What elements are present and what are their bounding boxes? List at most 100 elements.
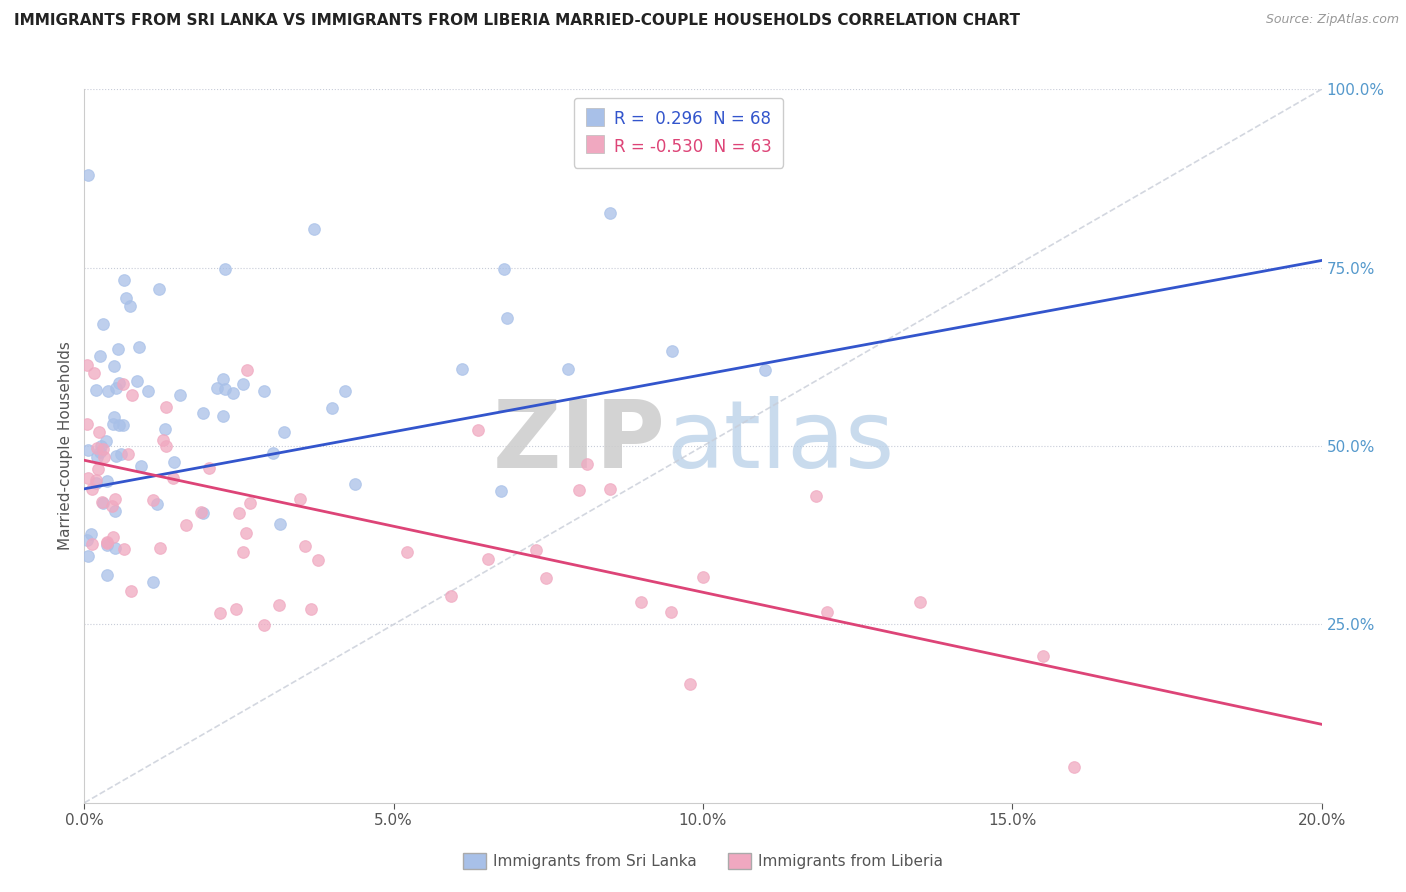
Point <box>127 375 149 389</box>
Point <box>262 446 284 460</box>
Point <box>253 618 276 632</box>
Point <box>155 400 177 414</box>
Point <box>101 499 124 513</box>
Point <box>110 447 132 461</box>
Point <box>1063 760 1085 774</box>
Point <box>120 583 142 598</box>
Point <box>96 538 118 552</box>
Point <box>112 541 135 556</box>
Y-axis label: Married-couple Households: Married-couple Households <box>58 342 73 550</box>
Text: Source: ZipAtlas.com: Source: ZipAtlas.com <box>1265 13 1399 27</box>
Point <box>815 605 838 619</box>
Point <box>83 367 105 381</box>
Point <box>91 496 114 510</box>
Point <box>575 457 598 471</box>
Point <box>77 549 100 564</box>
Point <box>155 439 177 453</box>
Point <box>191 406 214 420</box>
Point <box>76 442 98 457</box>
Point <box>253 384 276 399</box>
Point <box>232 377 254 392</box>
Point <box>222 386 245 401</box>
Legend: R =  0.296  N = 68, R = -0.530  N = 63: R = 0.296 N = 68, R = -0.530 N = 63 <box>574 97 783 168</box>
Point <box>128 340 150 354</box>
Point <box>76 359 98 373</box>
Point <box>104 449 127 463</box>
Point <box>235 363 257 377</box>
Point <box>96 474 118 488</box>
Point <box>568 483 591 498</box>
Point <box>84 475 107 490</box>
Point <box>679 677 702 691</box>
Point <box>212 409 235 423</box>
Point <box>129 458 152 473</box>
Point <box>754 362 776 376</box>
Point <box>91 442 114 456</box>
Point <box>214 262 236 277</box>
Point <box>630 595 652 609</box>
Point <box>121 388 143 402</box>
Point <box>174 518 197 533</box>
Point <box>343 477 366 491</box>
Point <box>299 602 322 616</box>
Text: ZIP: ZIP <box>494 396 666 489</box>
Point <box>89 349 111 363</box>
Point <box>76 471 98 485</box>
Point <box>205 381 228 395</box>
Point <box>190 505 212 519</box>
Text: IMMIGRANTS FROM SRI LANKA VS IMMIGRANTS FROM LIBERIA MARRIED-COUPLE HOUSEHOLDS C: IMMIGRANTS FROM SRI LANKA VS IMMIGRANTS … <box>14 13 1021 29</box>
Point <box>321 401 343 415</box>
Point <box>307 553 329 567</box>
Point <box>659 605 682 619</box>
Point <box>87 425 110 439</box>
Point <box>101 417 124 431</box>
Point <box>599 206 621 220</box>
Point <box>908 595 931 609</box>
Point <box>93 450 115 464</box>
Point <box>557 361 579 376</box>
Point <box>440 589 463 603</box>
Point <box>96 535 118 549</box>
Point <box>146 497 169 511</box>
Point <box>107 342 129 356</box>
Point <box>89 445 111 459</box>
Point <box>148 282 170 296</box>
Point <box>105 381 128 395</box>
Point <box>77 168 100 182</box>
Point <box>496 310 519 325</box>
Point <box>80 482 103 496</box>
Point <box>118 299 141 313</box>
Point <box>149 541 172 555</box>
Point <box>294 539 316 553</box>
Point <box>333 384 356 398</box>
Text: atlas: atlas <box>666 396 894 489</box>
Point <box>489 483 512 498</box>
Point <box>269 517 291 532</box>
Point <box>80 537 103 551</box>
Point <box>97 384 120 399</box>
Point <box>142 492 165 507</box>
Point <box>152 433 174 447</box>
Point <box>269 599 291 613</box>
Point <box>107 418 129 433</box>
Point <box>104 504 127 518</box>
Point <box>112 273 135 287</box>
Point <box>494 262 516 277</box>
Point <box>214 382 236 396</box>
Point <box>107 376 129 390</box>
Point <box>169 388 191 402</box>
Point <box>534 571 557 585</box>
Point <box>163 455 186 469</box>
Point <box>96 535 118 549</box>
Point <box>91 317 114 331</box>
Point <box>103 410 125 425</box>
Point <box>94 434 117 448</box>
Legend: Immigrants from Sri Lanka, Immigrants from Liberia: Immigrants from Sri Lanka, Immigrants fr… <box>457 847 949 875</box>
Point <box>96 567 118 582</box>
Point <box>395 545 418 559</box>
Point <box>86 450 108 464</box>
Point <box>111 417 134 432</box>
Point <box>228 506 250 520</box>
Point <box>193 507 215 521</box>
Point <box>76 417 98 432</box>
